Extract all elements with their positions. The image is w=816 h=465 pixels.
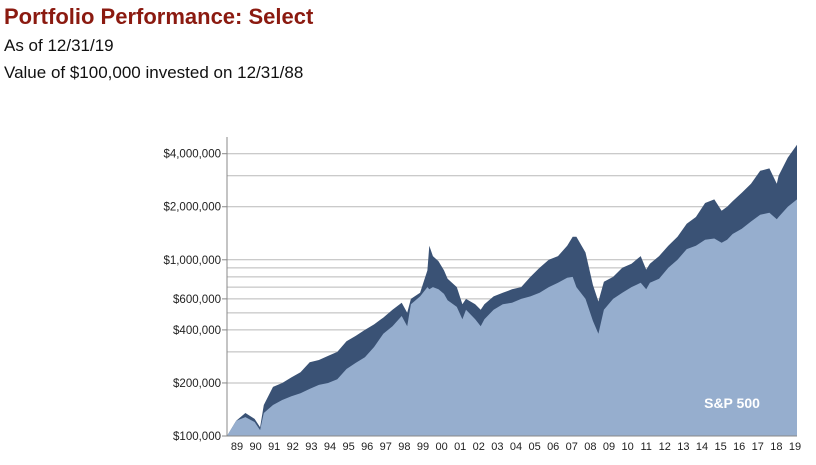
y-tick-label: $400,000 bbox=[173, 325, 221, 337]
x-tick-label: 92 bbox=[287, 441, 299, 453]
x-tick-label: 11 bbox=[640, 441, 651, 453]
x-tick-label: 95 bbox=[342, 441, 354, 453]
y-tick-label: $1,000,000 bbox=[163, 255, 221, 267]
x-tick-label: 94 bbox=[324, 441, 336, 453]
x-tick-labels: 89 90 91 92 93 94 95 96 97 98 99 00 01 02 03 04 05 06 07 08… bbox=[231, 441, 801, 453]
x-tick-label: 98 bbox=[398, 441, 410, 453]
x-tick-label: 08 bbox=[584, 441, 596, 453]
y-tick-label: $600,000 bbox=[173, 294, 221, 306]
as-of-date: As of 12/31/19 bbox=[4, 36, 114, 55]
x-tick-label: 00 bbox=[435, 441, 447, 453]
subtitle: Value of $100,000 invested on 12/31/88 bbox=[4, 63, 304, 82]
y-tick-label: $200,000 bbox=[173, 378, 221, 390]
x-tick-label: 91 bbox=[268, 441, 280, 453]
y-tick-labels: $4,000,000 $2,000,000 $1,000,000 $600,000 $4… bbox=[163, 149, 221, 443]
x-tick-label: 89 bbox=[231, 441, 243, 453]
x-tick-label: 19 bbox=[789, 441, 801, 453]
x-tick-label: 18 bbox=[770, 441, 782, 453]
x-tick-label: 06 bbox=[547, 441, 559, 453]
x-tick-label: 93 bbox=[305, 441, 317, 453]
x-tick-label: 03 bbox=[491, 441, 503, 453]
x-tick-label: 15 bbox=[714, 441, 726, 453]
x-tick-label: 97 bbox=[380, 441, 392, 453]
header: Portfolio Performance: Select As of 12/3… bbox=[4, 2, 804, 86]
x-tick-label: 10 bbox=[621, 441, 633, 453]
x-tick-label: 99 bbox=[417, 441, 429, 453]
x-tick-label: 05 bbox=[528, 441, 540, 453]
x-tick-label: 04 bbox=[510, 441, 522, 453]
series-label-sp500: S&P 500 bbox=[704, 395, 760, 411]
page-title: Portfolio Performance: Select bbox=[4, 4, 314, 29]
y-tick-label: $4,000,000 bbox=[163, 149, 221, 161]
x-tick-label: 01 bbox=[454, 441, 466, 453]
x-tick-label: 13 bbox=[677, 441, 689, 453]
x-tick-label: 07 bbox=[566, 441, 578, 453]
axes bbox=[222, 137, 797, 437]
y-tick-label: $100,000 bbox=[173, 431, 221, 443]
x-tick-label: 96 bbox=[361, 441, 373, 453]
x-tick-label: 09 bbox=[603, 441, 615, 453]
x-tick-label: 12 bbox=[659, 441, 671, 453]
y-tick-label: $2,000,000 bbox=[163, 202, 221, 214]
x-tick-label: 14 bbox=[696, 441, 708, 453]
x-tick-label: 16 bbox=[733, 441, 745, 453]
area-series bbox=[227, 144, 797, 436]
sp500-area bbox=[227, 199, 797, 436]
x-tick-label: 02 bbox=[473, 441, 485, 453]
x-tick-label: 90 bbox=[249, 441, 261, 453]
x-tick-label: 17 bbox=[752, 441, 764, 453]
